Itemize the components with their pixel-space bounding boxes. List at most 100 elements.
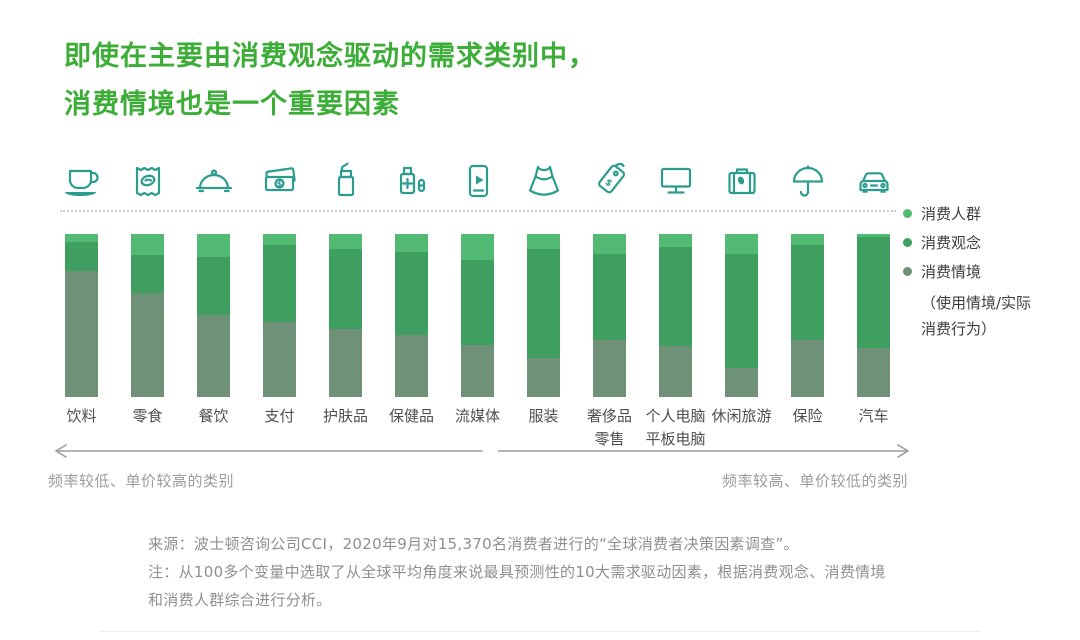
medicine-icon bbox=[388, 159, 436, 203]
bar-segment bbox=[329, 234, 362, 249]
page-title: 即使在主要由消费观念驱动的需求类别中， 消费情境也是一个重要因素 bbox=[64, 41, 596, 120]
bar-segment bbox=[131, 292, 164, 397]
bar-segment bbox=[329, 328, 362, 397]
bar-segment bbox=[659, 234, 692, 248]
bar-segment bbox=[791, 339, 824, 397]
bar-segment bbox=[593, 339, 626, 397]
stacked-bar bbox=[263, 234, 296, 397]
legend-sublabel: （使用情境/实际 消费行为） bbox=[921, 294, 1032, 338]
bar-segment bbox=[263, 322, 296, 397]
stacked-bar bbox=[857, 234, 890, 397]
bar-segment bbox=[65, 234, 98, 243]
stacked-bar bbox=[593, 234, 626, 397]
category-label: 奢侈品 零售 bbox=[586, 407, 632, 448]
bar-segment bbox=[791, 245, 824, 340]
monitor-icon bbox=[652, 159, 700, 203]
bar-segment bbox=[857, 348, 890, 397]
right-axis-annotation: 频率较高、单价较低的类别 bbox=[721, 472, 908, 490]
legend-label: 消费观念 bbox=[921, 234, 982, 252]
streaming-phone-icon bbox=[454, 159, 502, 203]
stacked-bar bbox=[395, 234, 428, 397]
bar-segment bbox=[65, 242, 98, 272]
lotion-bottle-icon bbox=[322, 159, 370, 203]
svg-text:$: $ bbox=[276, 180, 282, 189]
bar-segment bbox=[527, 357, 560, 397]
category-label: 零食 bbox=[132, 407, 163, 425]
bar-segment bbox=[461, 260, 494, 345]
dotted-divider bbox=[60, 210, 896, 212]
stacked-bar bbox=[791, 234, 824, 397]
category-label: 保险 bbox=[792, 407, 823, 425]
stacked-bar bbox=[197, 234, 230, 397]
category-label: 支付 bbox=[264, 407, 295, 425]
suitcase-icon bbox=[718, 159, 766, 203]
bar-segment bbox=[791, 234, 824, 246]
coffee-cup-icon bbox=[58, 159, 106, 203]
stacked-bar bbox=[725, 234, 758, 397]
bar-segment bbox=[329, 248, 362, 329]
bar-segment bbox=[263, 234, 296, 246]
bar-segment bbox=[593, 234, 626, 254]
bar-segment bbox=[857, 234, 890, 238]
snack-bag-icon bbox=[124, 159, 172, 203]
bar-segment bbox=[65, 271, 98, 397]
bar-segment bbox=[659, 247, 692, 347]
price-tag-icon: $ bbox=[586, 159, 634, 203]
banknotes-icon: $ bbox=[256, 159, 304, 203]
bar-segment bbox=[395, 335, 428, 397]
category-label: 流媒体 bbox=[454, 407, 500, 425]
bar-segment bbox=[857, 237, 890, 349]
legend-item-consumption-concept: 消费观念 bbox=[903, 232, 1077, 253]
bar-segment bbox=[461, 344, 494, 397]
category-label: 饮料 bbox=[66, 407, 97, 425]
bar-segment bbox=[461, 234, 494, 261]
left-arrow-icon bbox=[52, 443, 484, 459]
stacked-bar bbox=[329, 234, 362, 397]
category-label: 个人电脑 平板电脑 bbox=[645, 407, 706, 448]
stacked-bar bbox=[659, 234, 692, 397]
bar-segment bbox=[527, 234, 560, 249]
bar-segment bbox=[263, 245, 296, 323]
umbrella-icon bbox=[784, 159, 832, 203]
legend-dot-consumption-context-icon bbox=[903, 267, 912, 276]
category-label: 保健品 bbox=[388, 407, 434, 425]
bar-segment bbox=[197, 315, 230, 397]
bar-segment bbox=[659, 346, 692, 397]
right-arrow-icon bbox=[498, 443, 912, 459]
category-label: 餐饮 bbox=[198, 407, 229, 425]
bar-segment bbox=[131, 234, 164, 256]
bar-segment bbox=[131, 255, 164, 293]
legend-item-consumer-group: 消费人群 bbox=[903, 203, 1077, 224]
legend: 消费人群 消费观念 消费情境 （使用情境/实际 消费行为） bbox=[903, 203, 1077, 342]
left-axis-annotation: 频率较低、单价较高的类别 bbox=[48, 472, 235, 490]
source-text: 来源：波士顿咨询公司CCI，2020年9月对15,370名消费者进行的“全球消费… bbox=[148, 535, 799, 553]
bar-segment bbox=[593, 253, 626, 340]
category-label: 护肤品 bbox=[322, 407, 368, 425]
car-icon bbox=[850, 159, 898, 203]
legend-label: 消费人群 bbox=[921, 205, 982, 223]
bar-segment bbox=[725, 367, 758, 397]
bar-segment bbox=[395, 234, 428, 252]
bar-segment bbox=[725, 253, 758, 368]
stacked-bar bbox=[65, 234, 98, 397]
bar-segment bbox=[527, 248, 560, 358]
note-text: 注：从100多个变量中选取了从全球平均角度来说最具预测性的10大需求驱动因素，根… bbox=[148, 563, 886, 609]
cloche-icon bbox=[190, 159, 238, 203]
svg-text:$: $ bbox=[602, 177, 613, 189]
bar-segment bbox=[395, 251, 428, 336]
stacked-bar bbox=[131, 234, 164, 397]
stacked-bar bbox=[527, 234, 560, 397]
legend-dot-consumer-group-icon bbox=[903, 209, 912, 218]
category-label: 服装 bbox=[528, 407, 559, 425]
category-label: 休闲旅游 bbox=[711, 407, 772, 425]
dress-icon bbox=[520, 159, 568, 203]
legend-label: 消费情境 bbox=[921, 263, 982, 281]
legend-dot-consumption-concept-icon bbox=[903, 238, 912, 247]
legend-item-consumption-context: 消费情境 bbox=[903, 261, 1077, 282]
bar-segment bbox=[197, 234, 230, 257]
bar-segment bbox=[725, 234, 758, 254]
stacked-bar bbox=[461, 234, 494, 397]
category-label: 汽车 bbox=[858, 407, 889, 425]
bar-segment bbox=[197, 256, 230, 316]
